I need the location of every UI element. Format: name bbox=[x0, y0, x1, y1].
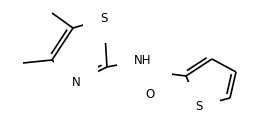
Text: S: S bbox=[195, 99, 203, 112]
Text: O: O bbox=[145, 88, 155, 100]
Text: NH: NH bbox=[134, 53, 152, 66]
Text: S: S bbox=[100, 13, 108, 26]
Text: N: N bbox=[72, 76, 80, 89]
